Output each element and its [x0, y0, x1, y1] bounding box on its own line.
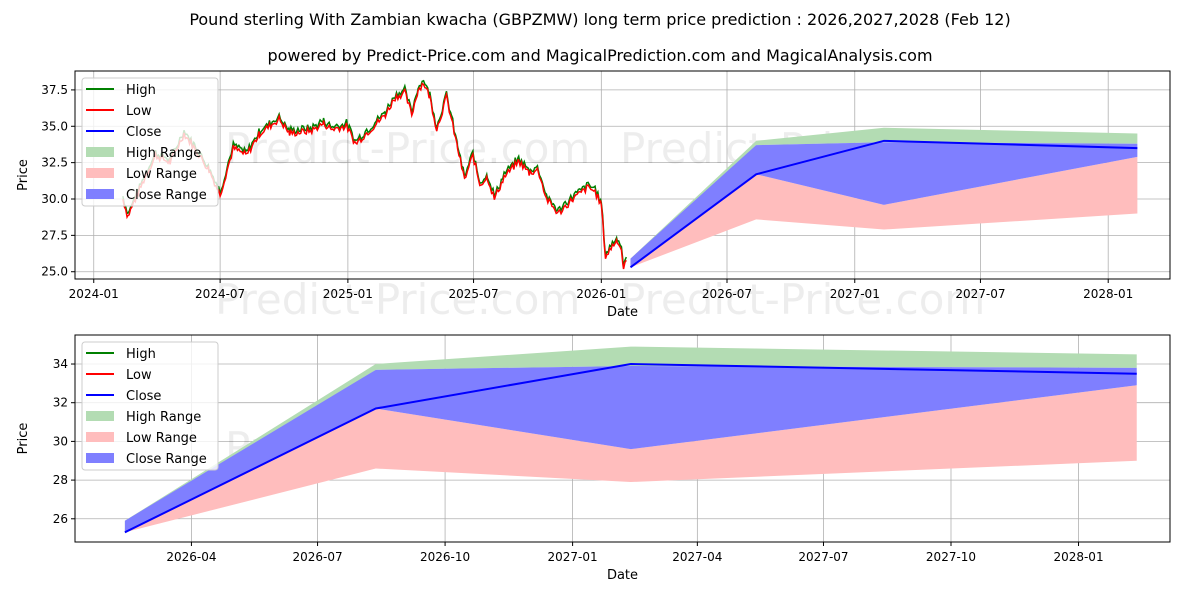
- x-tick-label: 2027-01: [830, 287, 880, 301]
- legend-label: High: [126, 347, 156, 362]
- legend-label: High: [126, 83, 156, 98]
- y-tick-label: 32.5: [41, 156, 68, 170]
- x-tick-label: 2024-01: [69, 287, 119, 301]
- y-tick-label: 25.0: [41, 265, 68, 279]
- legend-swatch-patch: [86, 147, 114, 157]
- watermark: Predict-Price.com: [620, 275, 985, 324]
- x-tick-label: 2025-01: [323, 287, 373, 301]
- legend-label: Close Range: [126, 452, 207, 467]
- low-range-band: [124, 385, 1137, 533]
- x-tick-label: 2027-10: [926, 550, 976, 564]
- y-axis-label: Price: [16, 159, 31, 191]
- high-range-band: [124, 346, 1137, 533]
- legend-label: Close Range: [126, 188, 207, 203]
- legend-label: Low: [126, 368, 152, 383]
- close-line: [629, 139, 1138, 269]
- watermark-group: Predict-Price.com Predict-Price.com Predic…: [215, 124, 985, 324]
- y-tick-label: 27.5: [41, 228, 68, 242]
- y-tick-label: 28: [53, 473, 68, 487]
- y-tick-label: 26: [53, 512, 68, 526]
- x-tick-label: 2028-01: [1083, 287, 1133, 301]
- chart-title: Pound sterling With Zambian kwacha (GBPZ…: [189, 10, 1011, 29]
- plot-area: [124, 346, 1137, 534]
- axes-frame: [74, 334, 1171, 543]
- x-tick-label: 2024-07: [195, 287, 245, 301]
- y-tick-label: 34: [53, 357, 68, 371]
- x-axis-label: Date: [607, 568, 638, 583]
- close-line: [124, 363, 1137, 534]
- watermark: Predict-Price.com: [215, 275, 580, 324]
- legend-box: [81, 341, 219, 471]
- y-tick-label: 37.5: [41, 83, 68, 97]
- chart-panel-1: 2024-01 2024-07 2025-01 2025-07 2026-01 2026-…: [16, 70, 1171, 324]
- legend-label: Low Range: [126, 431, 197, 446]
- x-tick-label: 2025-07: [448, 287, 498, 301]
- x-tick-label: 2027-01: [548, 550, 598, 564]
- x-tick-label: 2026-04: [166, 550, 216, 564]
- watermark: Predict-Price.com: [225, 124, 590, 173]
- y-tick-label: 30: [53, 434, 68, 448]
- legend-swatch-patch: [86, 168, 114, 178]
- plot-area: [122, 79, 1138, 270]
- legend-label: Low: [126, 104, 152, 119]
- axes-frame: [74, 70, 1171, 280]
- x-tick-label: 2026-01: [576, 287, 626, 301]
- legend: High Low Close High Range Low Range Close Ran…: [81, 341, 219, 471]
- legend-label: Close: [126, 389, 161, 404]
- x-tick-label: 2027-07: [955, 287, 1005, 301]
- x-tick-label: 2026-07: [292, 550, 342, 564]
- legend-swatch-patch: [86, 189, 114, 199]
- x-tick-label: 2028-01: [1053, 550, 1103, 564]
- legend-swatch-patch: [86, 453, 114, 463]
- x-tick-label: 2027-07: [798, 550, 848, 564]
- legend-label: High Range: [126, 410, 201, 425]
- legend-box: [81, 77, 219, 207]
- low-range-band: [630, 156, 1138, 268]
- y-axis-label: Price: [16, 423, 31, 455]
- legend-label: Low Range: [126, 167, 197, 182]
- legend-swatch-patch: [86, 411, 114, 421]
- chart-panel-2: 2026-04 2026-07 2026-10 2027-01 2027-04 2027-…: [16, 334, 1171, 583]
- legend-swatch-patch: [86, 432, 114, 442]
- x-tick-label: 2026-10: [420, 550, 470, 564]
- x-axis-label: Date: [607, 305, 638, 320]
- x-tick-label: 2026-07: [702, 287, 752, 301]
- x-tick-label: 2027-04: [672, 550, 722, 564]
- y-tick-label: 32: [53, 396, 68, 410]
- chart-subtitle: powered by Predict-Price.com and Magical…: [267, 46, 933, 65]
- y-tick-label: 30.0: [41, 192, 68, 206]
- high-range-band: [630, 127, 1138, 268]
- legend: High Low Close High Range Low Range Close Ran…: [81, 77, 219, 207]
- legend-label: High Range: [126, 146, 201, 161]
- y-tick-label: 35.0: [41, 119, 68, 133]
- legend-label: Close: [126, 125, 161, 140]
